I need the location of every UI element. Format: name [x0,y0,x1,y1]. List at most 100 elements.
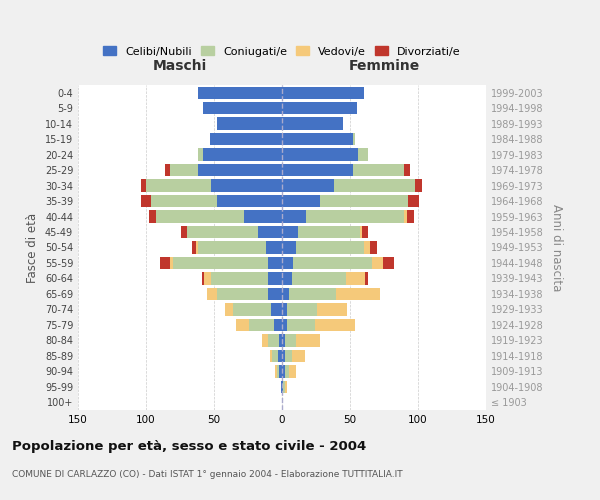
Bar [281,380,282,393]
Bar [266,242,282,254]
Bar [197,148,282,161]
Bar [217,118,282,130]
Bar [165,164,282,176]
Bar [202,272,282,284]
Bar [210,133,282,145]
Bar [197,86,282,99]
Bar [233,303,282,316]
Bar [282,226,368,238]
Bar [170,164,282,176]
Bar [173,257,282,269]
Bar [197,148,282,161]
Bar [282,86,364,99]
Bar [282,350,285,362]
Bar [279,365,282,378]
Bar [282,380,283,393]
Bar [197,86,282,99]
Bar [282,180,334,192]
Bar [282,195,409,207]
Bar [244,210,282,222]
Bar [170,257,282,269]
Bar [250,318,282,331]
Bar [257,226,282,238]
Bar [205,272,282,284]
Bar [155,210,282,222]
Bar [217,195,282,207]
Bar [282,350,305,362]
Bar [210,133,282,145]
Bar [282,365,289,378]
Y-axis label: Anni di nascita: Anni di nascita [550,204,563,291]
Bar [282,164,404,176]
Text: Maschi: Maschi [153,58,207,72]
Bar [279,334,282,346]
Bar [275,365,282,378]
Bar [217,118,282,130]
Bar [282,303,287,316]
Bar [282,350,292,362]
Bar [282,133,355,145]
Bar [282,318,287,331]
Bar [282,334,285,346]
Bar [282,242,377,254]
Bar [282,380,287,393]
Bar [282,257,394,269]
Bar [268,288,282,300]
Bar [282,365,296,378]
Bar [282,303,317,316]
Bar [282,148,368,161]
Bar [282,365,296,378]
Bar [140,180,282,192]
Bar [282,118,343,130]
Bar [282,257,293,269]
Bar [282,148,368,161]
Text: COMUNE DI CARLAZZO (CO) - Dati ISTAT 1° gennaio 2004 - Elaborazione TUTTITALIA.I: COMUNE DI CARLAZZO (CO) - Dati ISTAT 1° … [12,470,403,479]
Bar [210,133,282,145]
Legend: Celibi/Nubili, Coniugati/e, Vedovi/e, Divorziati/e: Celibi/Nubili, Coniugati/e, Vedovi/e, Di… [99,42,465,61]
Bar [282,242,296,254]
Bar [236,318,282,331]
Bar [203,102,282,115]
Bar [203,102,282,115]
Bar [282,180,415,192]
Bar [282,288,380,300]
Bar [282,180,415,192]
Bar [282,102,357,115]
Bar [282,272,365,284]
Bar [203,102,282,115]
Bar [282,180,422,192]
Bar [278,350,282,362]
Bar [270,350,282,362]
Bar [282,102,357,115]
Bar [282,288,380,300]
Bar [151,195,282,207]
Bar [211,180,282,192]
Bar [282,318,355,331]
Bar [282,210,407,222]
Bar [196,242,282,254]
Bar [274,318,282,331]
Bar [192,242,282,254]
Bar [268,257,282,269]
Bar [140,195,282,207]
Bar [170,164,282,176]
Bar [155,210,282,222]
Bar [211,272,282,284]
Bar [282,334,320,346]
Y-axis label: Fasce di età: Fasce di età [26,212,39,282]
Bar [160,257,282,269]
Bar [197,86,282,99]
Bar [282,195,409,207]
Bar [282,148,368,161]
Bar [282,380,287,393]
Bar [217,118,282,130]
Bar [282,133,355,145]
Bar [282,102,357,115]
Bar [197,242,282,254]
Bar [282,164,353,176]
Bar [282,210,404,222]
Bar [146,180,282,192]
Bar [217,288,282,300]
Bar [282,365,285,378]
Bar [282,210,414,222]
